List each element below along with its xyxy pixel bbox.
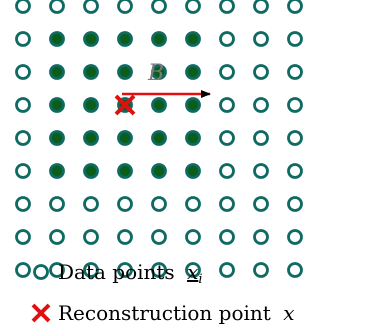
data-point	[49, 196, 65, 212]
data-point	[15, 229, 31, 245]
active-data-point	[151, 64, 167, 80]
legend-item-data-points: Data points xi	[33, 260, 203, 287]
data-point	[219, 97, 235, 113]
active-data-point	[49, 130, 65, 146]
legend-item-reconstruction-point: Reconstruction point x	[31, 301, 294, 325]
data-point	[15, 262, 31, 278]
data-point	[253, 196, 269, 212]
legend: Data points xi Reconstruction point x	[31, 260, 294, 325]
data-point	[219, 229, 235, 245]
data-point	[253, 64, 269, 80]
active-data-point	[49, 64, 65, 80]
data-point	[15, 0, 31, 14]
data-point	[151, 196, 167, 212]
data-point	[15, 130, 31, 146]
data-point	[49, 229, 65, 245]
data-point	[185, 229, 201, 245]
data-point	[287, 196, 303, 212]
data-point	[15, 31, 31, 47]
data-point	[287, 97, 303, 113]
data-point	[219, 196, 235, 212]
data-point	[287, 31, 303, 47]
active-data-point	[151, 163, 167, 179]
legend-reconstruction-cross-icon	[31, 303, 51, 323]
data-point	[253, 229, 269, 245]
active-data-point	[117, 31, 133, 47]
active-data-point	[83, 64, 99, 80]
data-point	[185, 0, 201, 14]
active-data-point	[185, 31, 201, 47]
data-point	[253, 262, 269, 278]
point-grid	[15, 0, 303, 278]
data-point	[83, 262, 99, 278]
active-data-point	[83, 163, 99, 179]
data-point	[151, 262, 167, 278]
data-point	[287, 64, 303, 80]
active-data-point	[117, 130, 133, 146]
data-point	[253, 97, 269, 113]
active-data-point	[185, 163, 201, 179]
active-data-point	[117, 163, 133, 179]
data-point	[219, 64, 235, 80]
data-point	[287, 130, 303, 146]
translation-arrow: B	[122, 61, 211, 98]
data-point	[219, 31, 235, 47]
reconstruction-cross-stroke	[114, 94, 136, 116]
active-data-point	[83, 97, 99, 113]
data-point	[219, 0, 235, 14]
data-point	[287, 262, 303, 278]
data-point	[15, 64, 31, 80]
data-point	[185, 196, 201, 212]
data-point	[253, 31, 269, 47]
data-point	[15, 163, 31, 179]
data-point	[287, 229, 303, 245]
data-point	[49, 262, 65, 278]
data-point	[117, 196, 133, 212]
legend-reconstruction-point-label: Reconstruction point x	[58, 301, 294, 325]
data-point	[253, 130, 269, 146]
data-point	[117, 262, 133, 278]
active-data-point	[185, 130, 201, 146]
data-point	[15, 196, 31, 212]
active-data-point	[151, 97, 167, 113]
data-point	[219, 163, 235, 179]
data-point	[287, 0, 303, 14]
data-point	[49, 0, 65, 14]
active-data-point	[151, 130, 167, 146]
data-point	[253, 0, 269, 14]
data-point	[151, 229, 167, 245]
data-point	[219, 130, 235, 146]
data-point	[185, 262, 201, 278]
active-data-point	[49, 97, 65, 113]
translation-label: B	[147, 61, 164, 86]
data-point	[15, 97, 31, 113]
active-data-point	[49, 31, 65, 47]
active-data-point	[83, 31, 99, 47]
active-data-point	[83, 130, 99, 146]
legend-data-point-icon	[33, 264, 49, 280]
data-point	[117, 0, 133, 14]
data-point	[83, 196, 99, 212]
active-data-point	[117, 64, 133, 80]
data-point	[83, 0, 99, 14]
active-data-point	[185, 64, 201, 80]
active-data-point	[49, 163, 65, 179]
legend-data-points-label: Data points xi	[58, 260, 203, 287]
reconstruction-point-marker	[114, 94, 136, 116]
active-data-point	[151, 31, 167, 47]
data-point	[253, 163, 269, 179]
data-point	[83, 229, 99, 245]
active-data-point	[185, 97, 201, 113]
data-point	[219, 262, 235, 278]
data-point	[117, 229, 133, 245]
data-point	[287, 163, 303, 179]
data-point	[151, 0, 167, 14]
